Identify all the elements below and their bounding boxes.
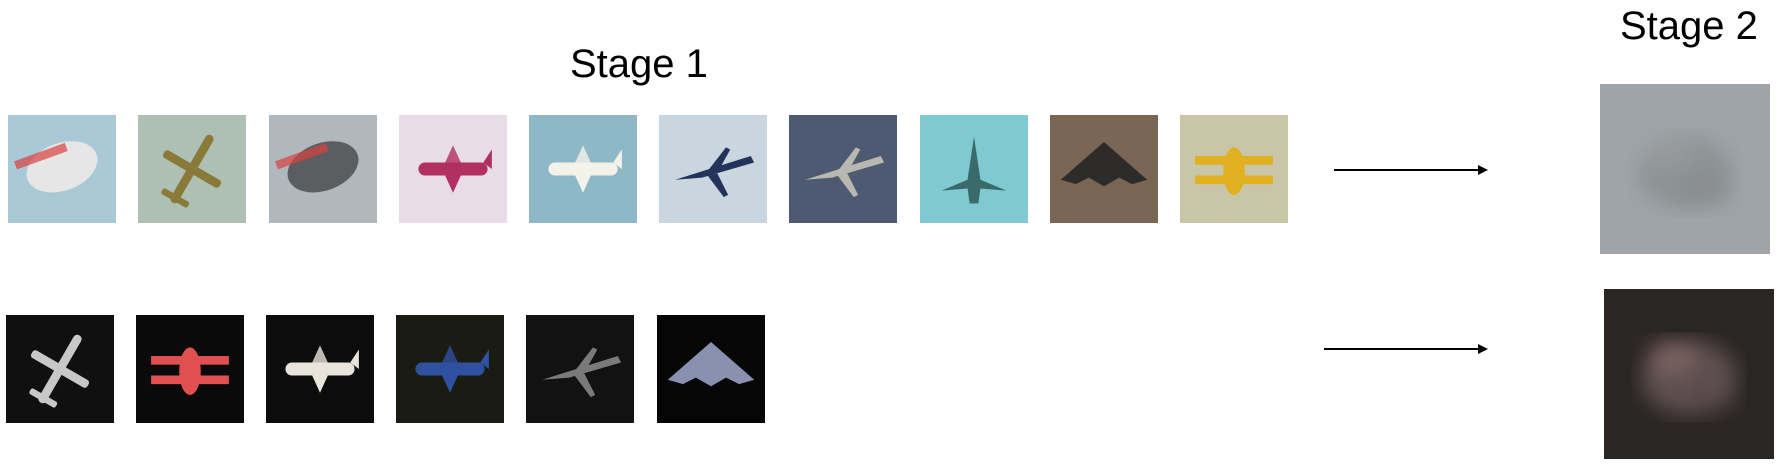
airliner-thumbnail	[266, 315, 374, 423]
biplane-icon	[136, 315, 244, 423]
airliner-thumbnail	[399, 115, 507, 223]
airship-thumbnail	[269, 115, 377, 223]
biplane-thumbnail	[136, 315, 244, 423]
arrow-icon	[1324, 344, 1488, 354]
airliner-icon	[399, 115, 507, 223]
stage-2-output-image	[1600, 84, 1770, 254]
arrow-icon	[1334, 165, 1488, 175]
stealth-bomber-thumbnail	[1050, 115, 1158, 223]
stealth-bomber-icon	[657, 315, 765, 423]
stealth-bomber-icon	[1050, 115, 1158, 223]
airliner-thumbnail	[396, 315, 504, 423]
stealth-bomber-thumbnail	[657, 315, 765, 423]
stage-2-title: Stage 2	[1620, 4, 1758, 48]
airship-thumbnail	[8, 115, 116, 223]
stage-2-output-image	[1604, 289, 1774, 459]
airplane-icon	[6, 315, 114, 423]
airship-icon	[269, 115, 377, 223]
stage-1-title: Stage 1	[570, 42, 708, 86]
blurry-mean-image-light	[1600, 84, 1770, 254]
airliner-icon	[396, 315, 504, 423]
jet-thumbnail	[659, 115, 767, 223]
airliner-icon	[529, 115, 637, 223]
jet-thumbnail	[789, 115, 897, 223]
biplane-thumbnail	[1180, 115, 1288, 223]
airliner-thumbnail	[529, 115, 637, 223]
airplane-icon	[138, 115, 246, 223]
jet-thumbnail	[526, 315, 634, 423]
jet-icon	[526, 315, 634, 423]
airliner-icon	[266, 315, 374, 423]
airplane-thumbnail	[138, 115, 246, 223]
fighter-thumbnail	[920, 115, 1028, 223]
blurry-mean-image-dark	[1604, 289, 1774, 459]
biplane-icon	[1180, 115, 1288, 223]
fighter-icon	[920, 115, 1028, 223]
airship-icon	[8, 115, 116, 223]
jet-icon	[789, 115, 897, 223]
jet-icon	[659, 115, 767, 223]
airplane-thumbnail	[6, 315, 114, 423]
